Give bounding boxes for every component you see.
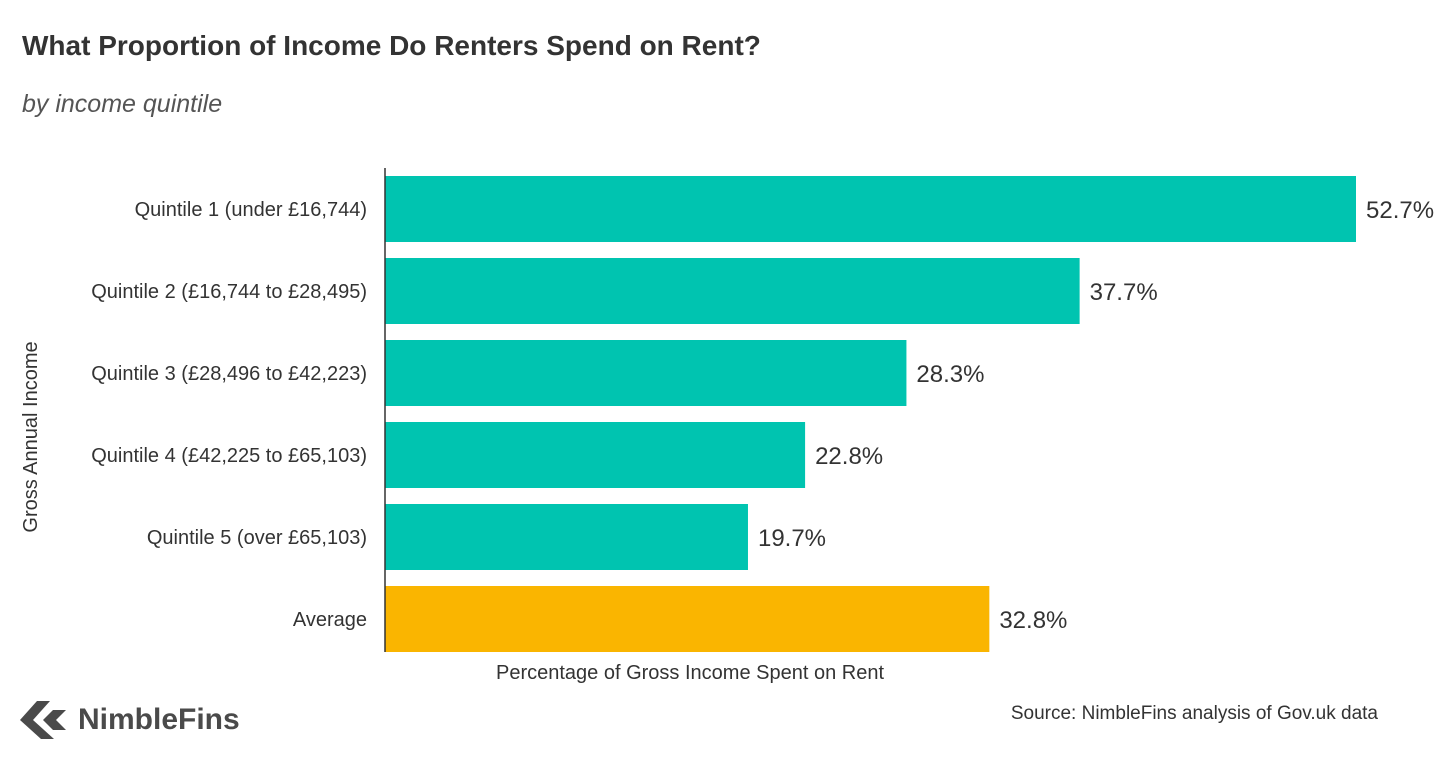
nimblefins-logo-icon [20,701,66,739]
value-label-1: 52.7% [1366,197,1434,224]
chart-title: What Proportion of Income Do Renters Spe… [22,30,761,61]
value-label-5: 19.7% [758,525,826,552]
y-axis-title: Gross Annual Income [20,341,42,532]
category-label-6: Average [293,609,367,631]
category-label-5: Quintile 5 (over £65,103) [147,527,367,549]
value-label-3: 28.3% [916,361,984,388]
value-label-2: 37.7% [1090,279,1158,306]
category-label-4: Quintile 4 (£42,225 to £65,103) [91,445,367,467]
bar-5 [385,504,748,570]
brand-name: NimbleFins [78,703,240,736]
value-label-6: 32.8% [999,607,1067,634]
bar-4 [385,422,806,488]
x-axis-title: Percentage of Gross Income Spent on Rent [496,662,884,684]
chart-subtitle: by income quintile [22,90,223,118]
bar-3 [385,340,907,406]
bar-2 [385,258,1080,324]
category-label-2: Quintile 2 (£16,744 to £28,495) [91,281,367,303]
bar-1 [385,176,1356,242]
value-label-4: 22.8% [815,443,883,470]
category-label-3: Quintile 3 (£28,496 to £42,223) [91,363,367,385]
brand-logo: NimbleFins [20,698,240,742]
bars-layer [385,176,1356,652]
labels-layer: Quintile 1 (under £16,744) 52.7% Quintile … [91,197,1434,634]
category-label-1: Quintile 1 (under £16,744) [135,199,367,221]
bar-6 [385,586,990,652]
source-note: Source: NimbleFins analysis of Gov.uk da… [1010,703,1378,724]
